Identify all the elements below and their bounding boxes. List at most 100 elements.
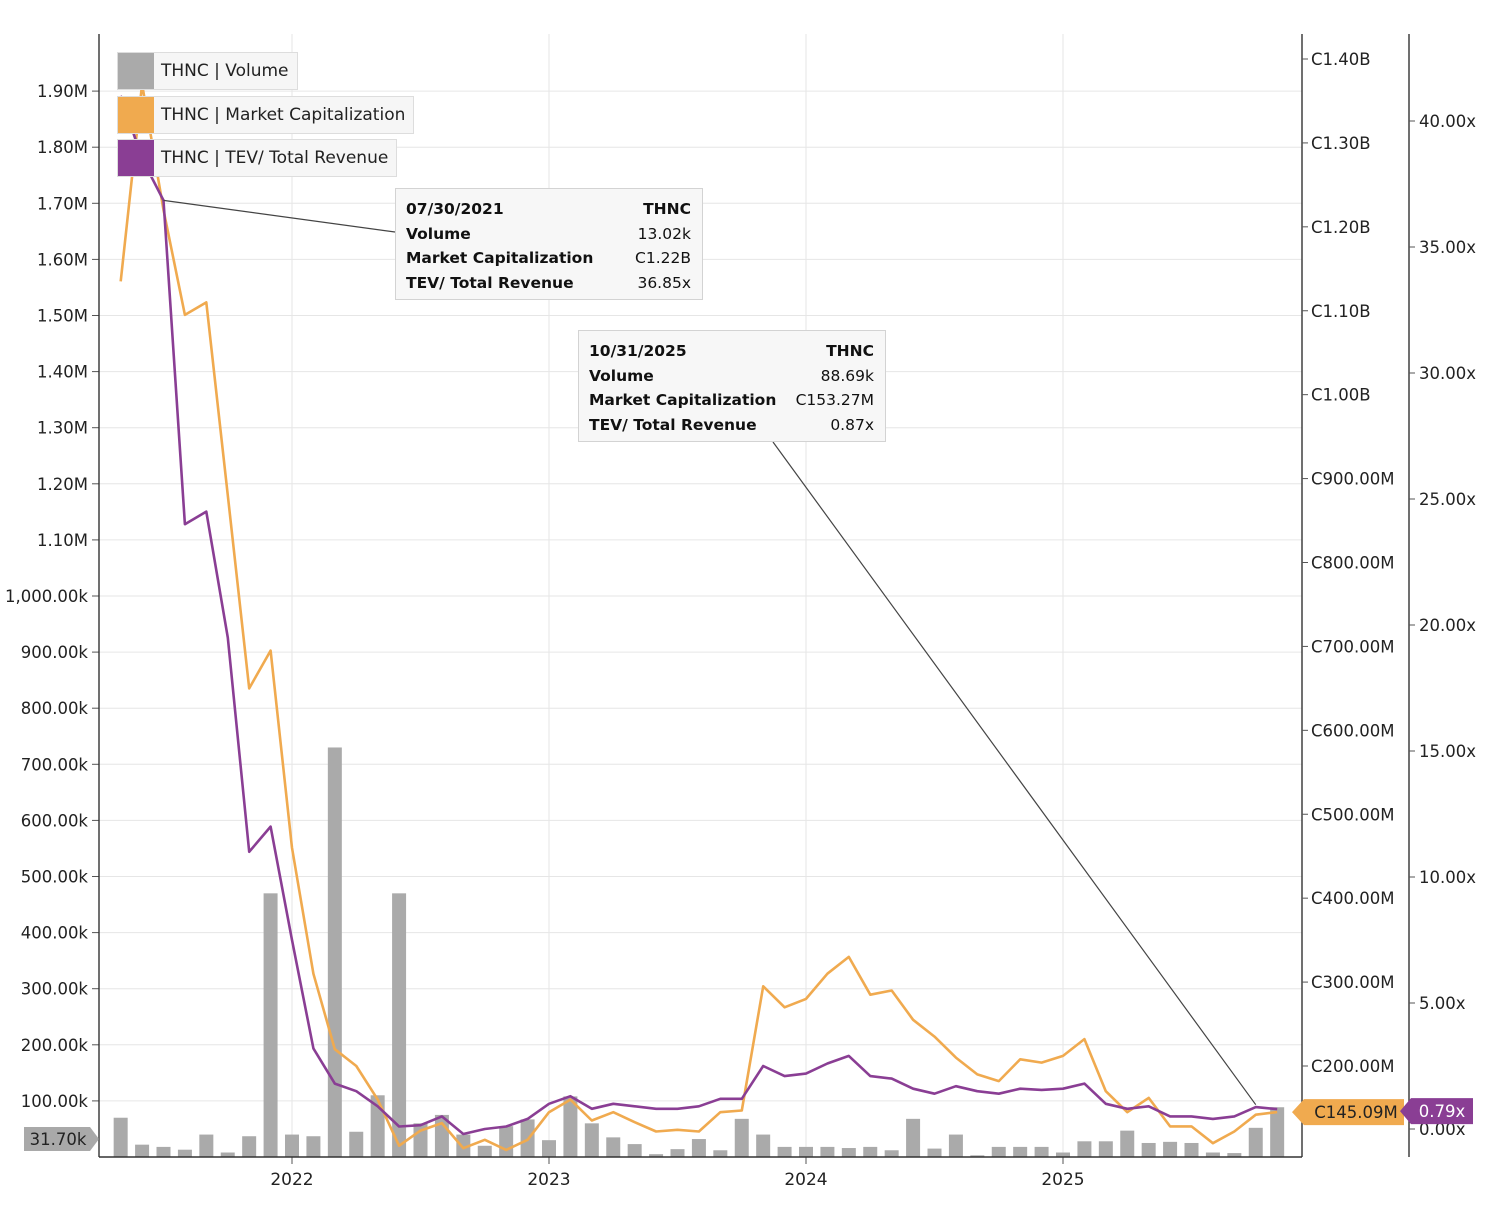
volume-bar[interactable] — [1098, 1141, 1113, 1157]
tooltip-2025-date: 10/31/2025 — [589, 342, 687, 361]
volume-bar[interactable] — [1163, 1141, 1178, 1157]
volume-bar[interactable] — [349, 1131, 364, 1157]
left-axis-tick-label: 1.50M — [37, 307, 88, 326]
volume-bar[interactable] — [263, 893, 278, 1157]
left-axis-tick-label: 1.90M — [37, 82, 88, 101]
volume-bar[interactable] — [456, 1134, 471, 1157]
volume-bar[interactable] — [199, 1134, 214, 1157]
volume-bar[interactable] — [499, 1126, 514, 1157]
tooltip-2021-date: 07/30/2021 — [406, 200, 504, 219]
volume-bar[interactable] — [477, 1145, 492, 1157]
volume-bar[interactable] — [370, 1095, 385, 1157]
volume-bar[interactable] — [177, 1149, 192, 1157]
volume-bar[interactable] — [606, 1137, 621, 1157]
volume-bar[interactable] — [948, 1134, 963, 1157]
volume-bar[interactable] — [285, 1134, 299, 1157]
tooltip-2021: 07/30/2021 THNC Volume 13.02k Market Cap… — [395, 188, 703, 300]
left-axis-tick-label: 1.80M — [37, 138, 88, 157]
volume-bar[interactable] — [927, 1148, 942, 1157]
volume-bar[interactable] — [563, 1096, 578, 1157]
tooltip-2021-tev-label: TEV/ Total Revenue — [406, 273, 574, 292]
volume-bar[interactable] — [1120, 1130, 1135, 1157]
legend-swatch-market-cap — [118, 97, 154, 133]
right-axis-1-tick-label: C500.00M — [1311, 805, 1395, 824]
left-axis-tick-label: 800.00k — [21, 699, 89, 718]
tev-revenue-line[interactable] — [119, 95, 1278, 1136]
legend-swatch-tev-revenue — [118, 140, 154, 176]
tooltip-2025-marketcap-label: Market Capitalization — [589, 391, 777, 410]
volume-bar[interactable] — [906, 1118, 921, 1157]
left-axis-tick-label: 1,000.00k — [5, 587, 88, 606]
volume-bar[interactable] — [306, 1136, 321, 1157]
volume-bar[interactable] — [691, 1139, 706, 1157]
volume-bar[interactable] — [884, 1150, 899, 1157]
volume-bar[interactable] — [584, 1123, 599, 1157]
right-axis-1-tick-label: C800.00M — [1311, 554, 1395, 573]
volume-bar[interactable] — [734, 1118, 749, 1157]
right-axis-1-tick-label: C1.30B — [1311, 134, 1371, 153]
left-axis-tick-label: 1.60M — [37, 250, 88, 269]
right-axis-1-tick-label: C1.00B — [1311, 386, 1371, 405]
volume-bar[interactable] — [1227, 1153, 1242, 1157]
volume-bar[interactable] — [777, 1146, 792, 1157]
volume-bar[interactable] — [1034, 1146, 1049, 1157]
volume-bar[interactable] — [799, 1146, 813, 1157]
right-axis-1-tick-label: C1.20B — [1311, 218, 1371, 237]
left-axis-tick-label: 1.70M — [37, 194, 88, 213]
volume-bar[interactable] — [820, 1146, 835, 1157]
volume-bar[interactable] — [841, 1148, 856, 1157]
left-axis-tick-label: 900.00k — [21, 643, 89, 662]
right-axis-1-tick-label: C600.00M — [1311, 721, 1395, 740]
tooltip-2025-ticker: THNC — [826, 342, 874, 361]
right-axis-2-tick-label: 15.00x — [1419, 742, 1476, 761]
volume-bar[interactable] — [756, 1134, 771, 1157]
volume-bar[interactable] — [1205, 1152, 1220, 1157]
volume-bar[interactable] — [1270, 1107, 1285, 1157]
volume-bar[interactable] — [327, 747, 342, 1157]
legend-item-market-cap[interactable]: THNC | Market Capitalization — [117, 96, 415, 134]
right-axis-2-tick-label: 40.00x — [1419, 112, 1476, 131]
volume-bar[interactable] — [1013, 1146, 1028, 1157]
volume-bar[interactable] — [1056, 1152, 1070, 1157]
volume-bar[interactable] — [392, 893, 407, 1157]
right-axis-2-tick-label: 0.00x — [1419, 1120, 1466, 1139]
volume-bar[interactable] — [970, 1155, 985, 1157]
tooltip-2021-tev-value: 36.85x — [637, 273, 691, 292]
volume-bar[interactable] — [670, 1149, 685, 1157]
right-axis-2-tick-label: 30.00x — [1419, 364, 1476, 383]
volume-bar[interactable] — [863, 1146, 878, 1157]
volume-bar[interactable] — [713, 1150, 728, 1157]
left-axis-tick-label: 600.00k — [21, 811, 89, 830]
volume-bar[interactable] — [542, 1140, 556, 1157]
volume-bar[interactable] — [1248, 1127, 1263, 1157]
x-axis-tick-label: 2024 — [784, 1170, 827, 1190]
volume-bar[interactable] — [242, 1136, 257, 1157]
tooltip-2021-marketcap-value: C1.22B — [635, 249, 691, 268]
volume-bar[interactable] — [627, 1144, 642, 1157]
market-cap-last-badge — [1292, 1099, 1404, 1126]
legend-item-tev-revenue[interactable]: THNC | TEV/ Total Revenue — [117, 139, 398, 177]
volume-bar[interactable] — [156, 1146, 171, 1157]
tooltip-2025-tev-label: TEV/ Total Revenue — [589, 415, 757, 434]
volume-bar[interactable] — [649, 1154, 664, 1157]
market-cap-line[interactable] — [119, 82, 1278, 1152]
volume-bar[interactable] — [1184, 1142, 1199, 1157]
volume-bar[interactable] — [220, 1152, 235, 1157]
legend-item-volume[interactable]: THNC | Volume — [117, 52, 298, 90]
tooltip-2025-tev-value: 0.87x — [830, 415, 874, 434]
tooltip-2025-volume-value: 88.69k — [820, 366, 874, 385]
volume-bar[interactable] — [1077, 1141, 1092, 1157]
right-axis-1-tick-label: C900.00M — [1311, 470, 1395, 489]
tooltip-2025-leader-line — [772, 441, 1257, 1106]
left-axis-tick-label: 400.00k — [21, 924, 89, 943]
right-axis-1-tick-label: C400.00M — [1311, 889, 1395, 908]
left-axis-tick-label: 700.00k — [21, 755, 89, 774]
volume-bar[interactable] — [1141, 1142, 1156, 1157]
volume-bar[interactable] — [113, 1117, 128, 1157]
tooltip-2025-marketcap-value: C153.27M — [795, 391, 874, 410]
volume-bar[interactable] — [991, 1146, 1006, 1157]
tooltip-2025: 10/31/2025 THNC Volume 88.69k Market Cap… — [578, 330, 886, 442]
volume-bar[interactable] — [135, 1144, 150, 1157]
